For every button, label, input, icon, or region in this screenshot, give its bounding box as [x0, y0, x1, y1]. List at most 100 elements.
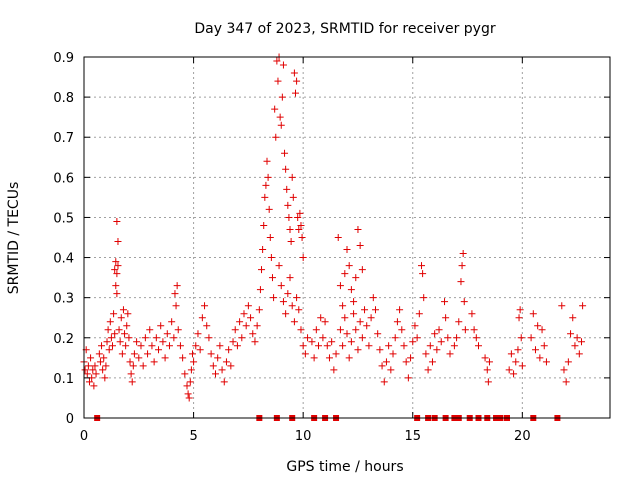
data-point: [527, 334, 535, 342]
data-point: [540, 342, 548, 350]
data-point: [174, 326, 182, 334]
data-point: [203, 322, 211, 330]
data-point: [393, 318, 401, 326]
data-point: [534, 322, 542, 330]
data-point: [240, 310, 248, 318]
data-point: [328, 338, 336, 346]
data-point: [282, 165, 290, 173]
data-point: [279, 61, 287, 69]
data-point: [291, 89, 299, 97]
data-point: [293, 77, 301, 85]
data-point: [116, 338, 124, 346]
data-point: [341, 270, 349, 278]
data-point: [155, 346, 163, 354]
data-point: [389, 350, 397, 358]
data-point: [84, 362, 92, 370]
data-point: [339, 342, 347, 350]
data-point: [188, 350, 196, 358]
data-point: [343, 330, 351, 338]
data-point: [112, 258, 120, 266]
data-point: [457, 278, 465, 286]
data-point: [562, 378, 570, 386]
data-point: [400, 342, 408, 350]
data-point: [103, 338, 111, 346]
data-point: [481, 354, 489, 362]
data-point: [89, 366, 97, 374]
data-point: [354, 225, 362, 233]
y-tick-label: 0.7: [53, 131, 74, 146]
x-tick-label: 0: [80, 429, 88, 444]
data-point: [450, 342, 458, 350]
data-point: [415, 310, 423, 318]
data-point: [431, 330, 439, 338]
data-point: [105, 346, 113, 354]
data-point: [111, 330, 119, 338]
data-point: [279, 298, 287, 306]
data-point: [374, 330, 382, 338]
data-point: [185, 394, 193, 402]
data-point: [564, 358, 572, 366]
data-point: [385, 342, 393, 350]
data-point: [510, 370, 518, 378]
points-layer: [80, 53, 587, 421]
data-point: [345, 262, 353, 270]
data-point: [444, 334, 452, 342]
data-point: [266, 234, 274, 241]
data-point: [112, 282, 120, 290]
data-point: [437, 338, 445, 346]
data-point: [284, 201, 292, 209]
data-point: [129, 362, 137, 370]
data-point: [411, 322, 419, 330]
data-point: [358, 266, 366, 274]
data-point: [176, 342, 184, 350]
data-point: [137, 342, 145, 350]
data-point: [339, 302, 347, 310]
data-point: [244, 302, 252, 310]
data-point: [101, 374, 109, 382]
data-point: [271, 105, 279, 113]
data-point: [446, 350, 454, 358]
data-point: [265, 205, 273, 213]
data-point: [192, 342, 200, 350]
data-point: [350, 298, 358, 306]
data-point: [108, 342, 116, 350]
data-point: [122, 342, 130, 350]
data-point: [336, 282, 344, 290]
data-point: [518, 362, 526, 370]
data-point: [273, 57, 281, 65]
data-point: [81, 366, 89, 374]
data-point: [472, 334, 480, 342]
data-point: [264, 173, 272, 181]
data-point: [276, 113, 284, 121]
data-point: [350, 310, 358, 318]
data-point: [298, 234, 306, 241]
data-point: [263, 157, 271, 165]
data-point: [114, 262, 122, 270]
data-point: [579, 302, 587, 310]
data-point: [529, 310, 537, 318]
data-point: [225, 346, 233, 354]
ticks-layer: 0 0.1 0.2 0.3 0.4 0.5 0.6 0.7 0.8 0.9 0 5 10 15 20: [53, 51, 610, 444]
data-point: [207, 350, 215, 358]
data-point: [83, 370, 91, 378]
data-point: [460, 298, 468, 306]
data-point: [418, 262, 426, 270]
data-point: [268, 274, 276, 282]
data-point: [270, 294, 278, 302]
data-point: [274, 77, 282, 85]
data-point: [173, 282, 181, 290]
data-point: [295, 225, 303, 233]
data-point: [391, 334, 399, 342]
data-point: [343, 246, 351, 254]
data-point: [165, 342, 173, 350]
data-point: [161, 354, 169, 362]
data-point: [286, 225, 294, 233]
data-point: [214, 354, 222, 362]
data-point: [118, 350, 126, 358]
data-point: [220, 378, 228, 386]
data-point: [255, 306, 263, 314]
data-point: [336, 326, 344, 334]
data-point: [398, 326, 406, 334]
